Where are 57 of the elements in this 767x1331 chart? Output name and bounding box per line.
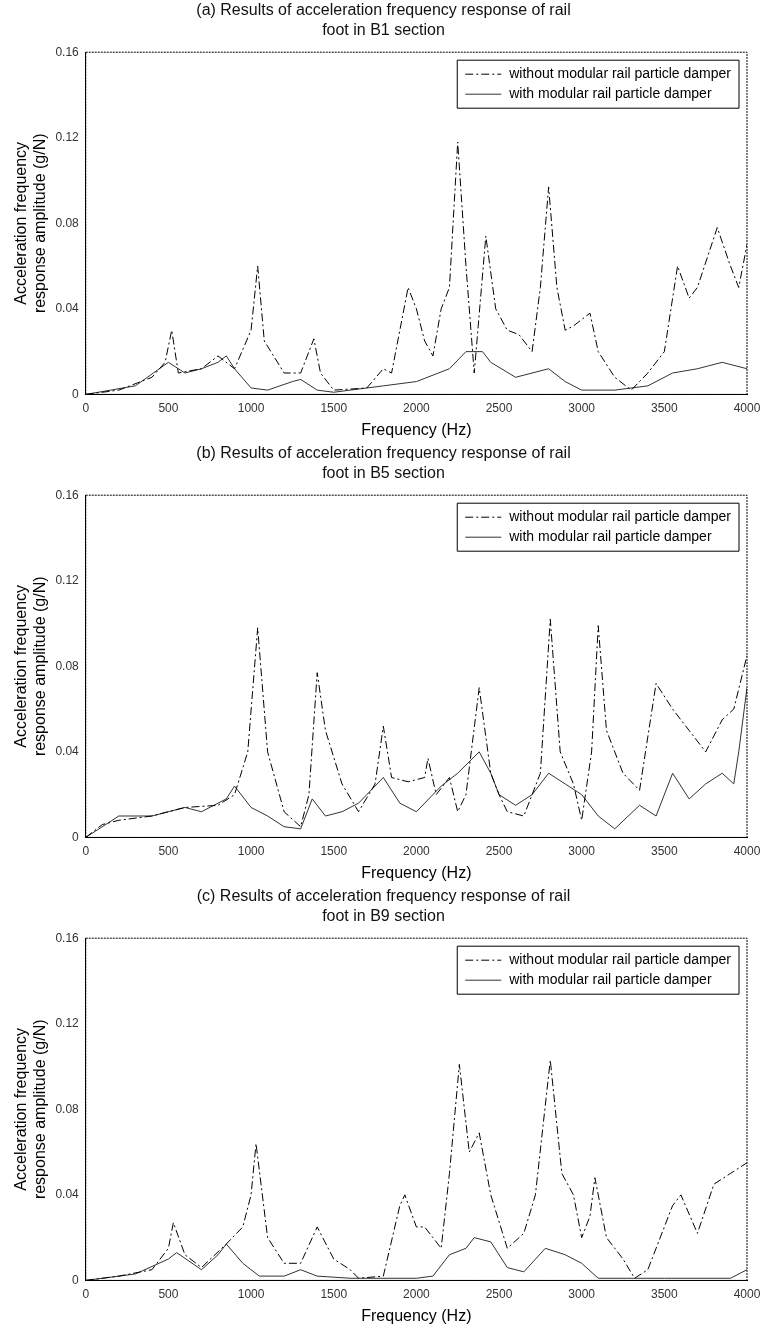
x-tick-label: 2500: [485, 400, 513, 415]
chart-title: (b) Results of acceleration frequency response of rail foot in B5 section: [195, 443, 572, 483]
y-tick-label: 0.04: [55, 301, 80, 316]
legend-label: without modular rail particle damper: [508, 508, 732, 525]
x-tick-label: 2000: [403, 843, 431, 858]
x-tick-label: 2000: [403, 1286, 431, 1301]
y-tick-label: 0.08: [55, 658, 80, 673]
x-tick-label: 3500: [650, 400, 679, 415]
y-tick-label: 0.04: [55, 1187, 80, 1202]
y-tick-label: 0.12: [55, 1016, 80, 1031]
x-tick-label: 3500: [650, 843, 679, 858]
x-tick-label: 0: [82, 1286, 90, 1301]
x-tick-label: 500: [158, 1286, 179, 1301]
x-tick-label: 3000: [568, 843, 596, 858]
y-tick-label: 0.04: [55, 744, 80, 759]
y-tick-label: 0: [72, 386, 80, 401]
x-axis-title: Frequency (Hz): [361, 1306, 472, 1324]
legend-label: without modular rail particle damper: [508, 65, 732, 82]
x-tick-label: 1000: [237, 1286, 265, 1301]
legend-label: with modular rail particle damper: [508, 528, 712, 545]
y-tick-label: 0: [72, 829, 80, 844]
x-axis-title: Frequency (Hz): [361, 863, 472, 881]
x-axis-title: Frequency (Hz): [361, 420, 472, 438]
x-tick-label: 500: [158, 400, 179, 415]
y-axis-title: Acceleration frequency response amplitude (g/N): [12, 1019, 49, 1200]
x-tick-label: 3000: [568, 1286, 596, 1301]
y-axis-title: Acceleration frequency response amplitude (g/N): [12, 133, 49, 314]
x-tick-label: 2500: [485, 1286, 513, 1301]
x-tick-label: 2000: [403, 400, 431, 415]
x-tick-label: 500: [158, 843, 179, 858]
x-tick-label: 4000: [733, 1286, 761, 1301]
legend-label: without modular rail particle damper: [508, 951, 732, 968]
y-tick-label: 0.08: [55, 215, 80, 230]
y-tick-label: 0.16: [55, 930, 80, 945]
x-tick-label: 1500: [320, 843, 348, 858]
x-tick-label: 4000: [733, 843, 761, 858]
y-axis-title: Acceleration frequency response amplitude (g/N): [12, 576, 49, 757]
y-tick-label: 0.12: [55, 130, 80, 145]
x-tick-label: 1000: [237, 843, 265, 858]
x-tick-label: 3500: [650, 1286, 679, 1301]
x-tick-label: 1500: [320, 1286, 348, 1301]
y-tick-label: 0.08: [55, 1101, 80, 1116]
y-tick-label: 0.12: [55, 573, 80, 588]
chart-title: (a) Results of acceleration frequency response of rail foot in B1 section: [195, 0, 572, 40]
x-tick-label: 3000: [568, 400, 596, 415]
x-tick-label: 1500: [320, 400, 348, 415]
chart-title: (c) Results of acceleration frequency response of rail foot in B9 section: [195, 886, 572, 926]
x-tick-label: 1000: [237, 400, 265, 415]
x-tick-label: 0: [82, 843, 90, 858]
x-tick-label: 4000: [733, 400, 761, 415]
legend-label: with modular rail particle damper: [508, 85, 712, 102]
legend-label: with modular rail particle damper: [508, 971, 712, 988]
y-tick-label: 0: [72, 1272, 80, 1287]
x-tick-label: 0: [82, 400, 90, 415]
y-tick-label: 0.16: [55, 44, 80, 59]
y-tick-label: 0.16: [55, 487, 80, 502]
x-tick-label: 2500: [485, 843, 513, 858]
